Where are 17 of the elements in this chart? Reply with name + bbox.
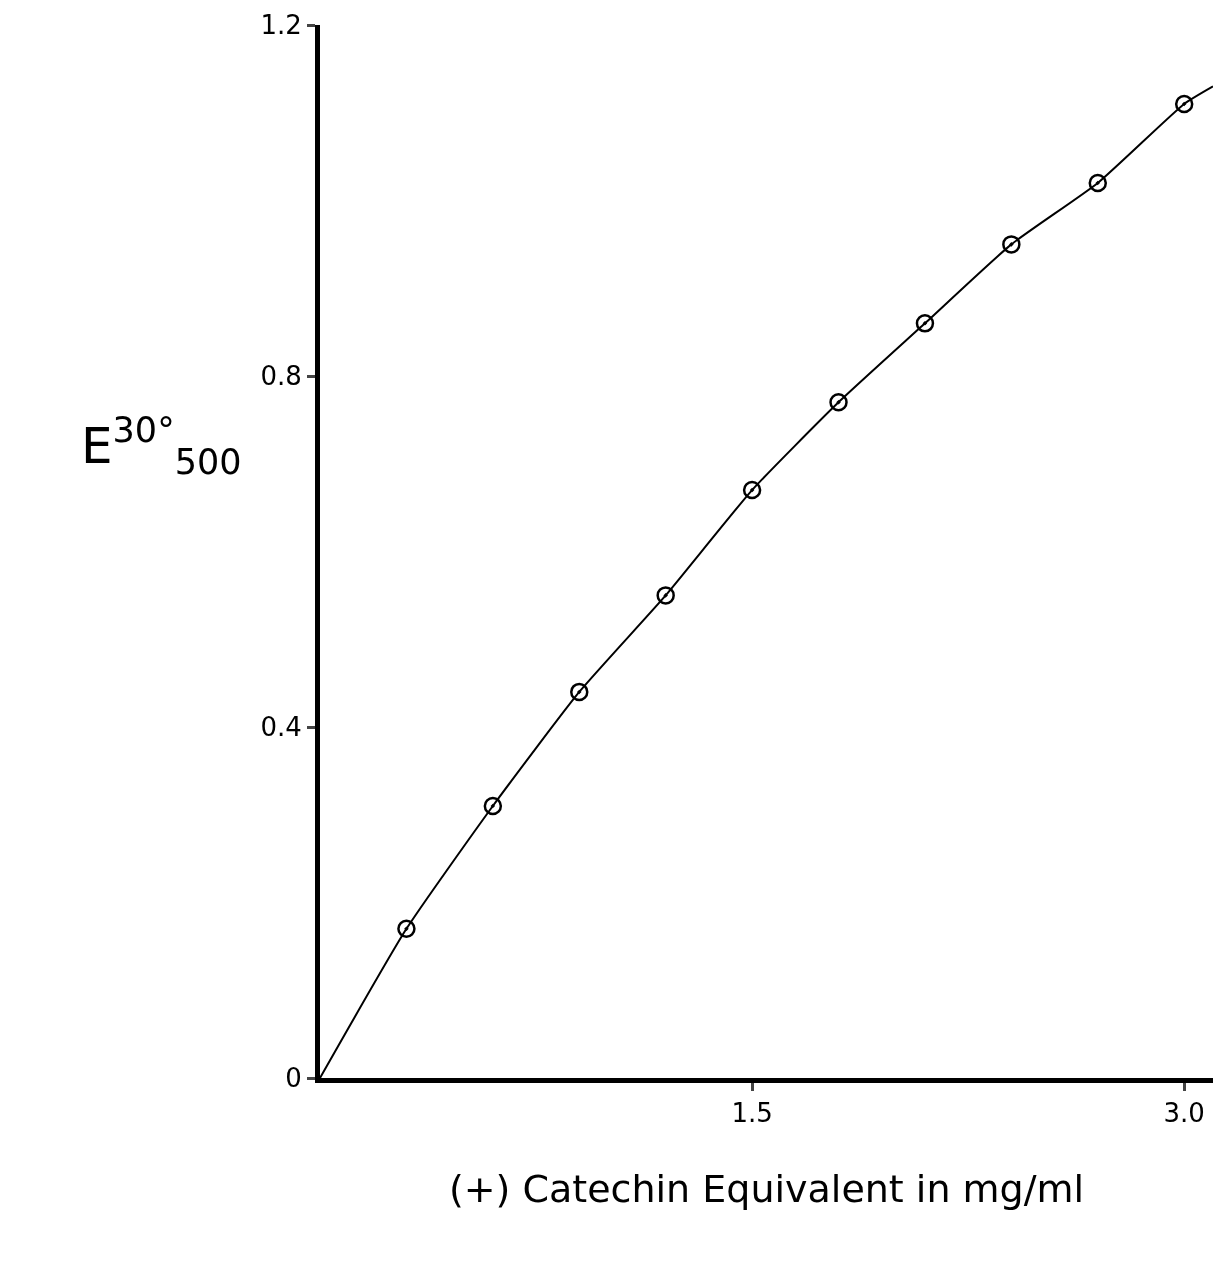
point [570, 682, 589, 702]
point [742, 480, 762, 500]
point [915, 314, 935, 333]
point [1002, 235, 1021, 254]
point [1174, 94, 1194, 114]
y-tick-label: 0 [285, 1063, 302, 1094]
y-tick-label: 0.4 [260, 712, 302, 743]
point [656, 586, 675, 605]
y-tick-label: 0.8 [260, 361, 302, 392]
y-tick-label: 1.2 [260, 10, 302, 41]
point [397, 919, 416, 939]
point [829, 393, 848, 412]
x-tick-label: 1.5 [731, 1098, 773, 1129]
x-tick-label: 3.0 [1163, 1098, 1205, 1129]
point [483, 796, 503, 816]
point [1088, 173, 1108, 193]
x-axis-title: (+) Catechin Equivalent in mg/ml [448, 1167, 1085, 1212]
